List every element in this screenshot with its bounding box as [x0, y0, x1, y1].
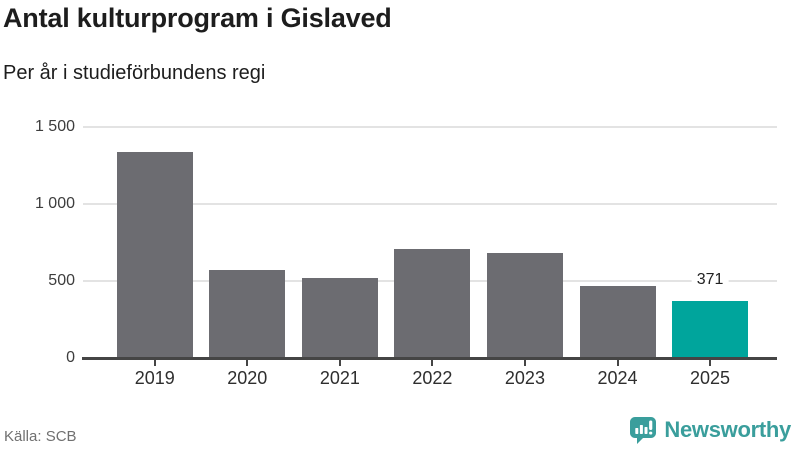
y-tick-label-500: 500 [48, 272, 75, 289]
x-label-2019: 2019 [134, 368, 175, 388]
x-label-2023: 2023 [504, 368, 545, 388]
x-axis-line [82, 357, 777, 360]
bar-2022 [394, 249, 471, 358]
chart-subtitle: Per år i studieförbundens regi [3, 62, 266, 84]
x-tick-2024 [616, 360, 619, 366]
bar-2019 [116, 151, 193, 358]
x-tick-2022 [431, 360, 434, 366]
bar-value-label-2025: 371 [691, 270, 729, 289]
x-tick-2023 [523, 360, 526, 366]
bar-2024 [579, 285, 656, 358]
newsworthy-logo[interactable]: Newsworthy [629, 416, 791, 444]
gridline-y1500 [83, 126, 777, 128]
y-tick-label-1000: 1 000 [34, 195, 75, 212]
source-credit: Källa: SCB [4, 428, 77, 445]
bar-2023 [486, 252, 563, 358]
y-tick-label-0: 0 [66, 349, 75, 366]
x-label-2024: 2024 [597, 368, 638, 388]
x-label-2025: 2025 [690, 368, 731, 388]
x-tick-2019 [153, 360, 156, 366]
newsworthy-bubble-barchart-icon [629, 416, 657, 444]
chart-title: Antal kulturprogram i Gislaved [3, 3, 392, 33]
bar-2020 [209, 270, 286, 358]
newsworthy-logo-text: Newsworthy [664, 417, 791, 442]
x-label-2022: 2022 [412, 368, 453, 388]
x-label-2020: 2020 [227, 368, 268, 388]
bar-2025 [672, 300, 749, 358]
x-tick-2025 [709, 360, 712, 366]
x-label-2021: 2021 [319, 368, 360, 388]
gridline-y1000 [83, 203, 777, 205]
x-tick-2021 [338, 360, 341, 366]
x-tick-2020 [246, 360, 249, 366]
y-tick-label-1500: 1 500 [34, 118, 75, 135]
bar-2021 [301, 277, 378, 358]
